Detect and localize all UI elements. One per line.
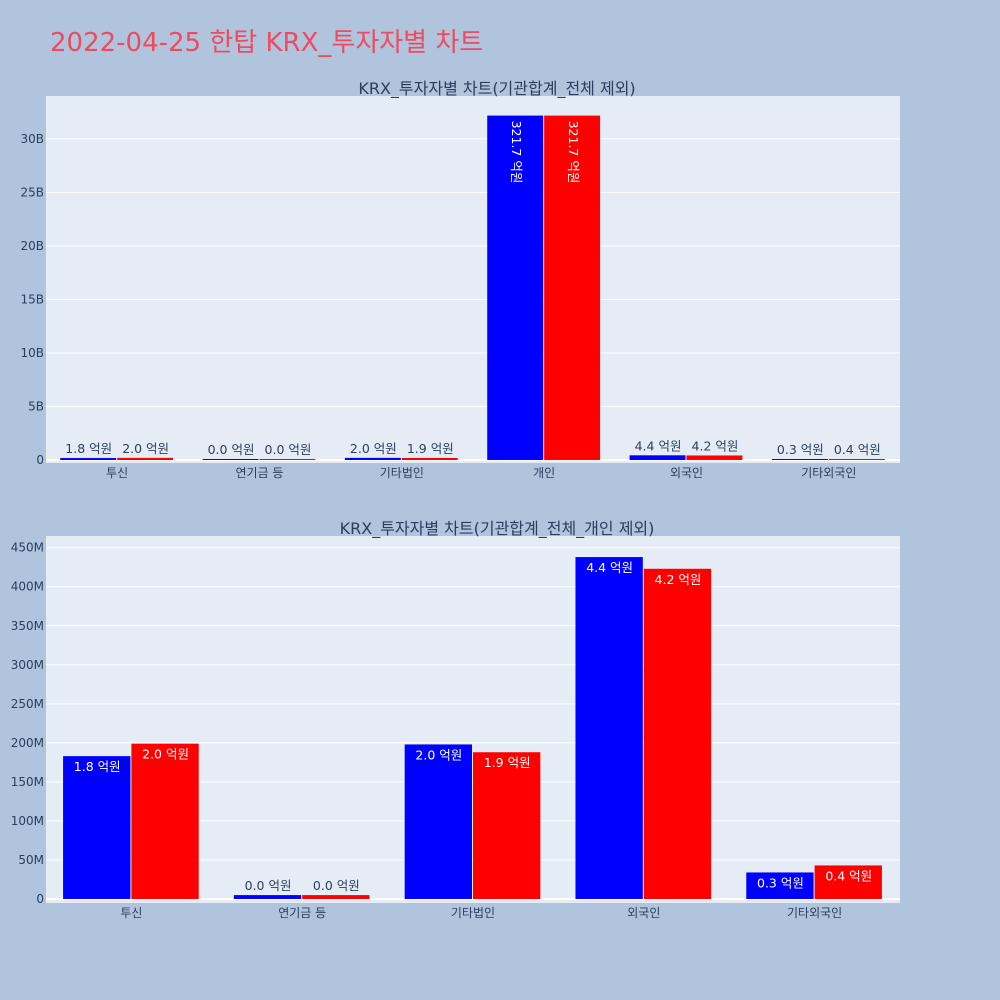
data-label: 0.0 억원 [245,878,292,893]
data-label: 1.9 억원 [407,441,454,456]
y-tick-label: 300M [11,658,44,672]
data-label: 321.7 억원 [566,121,581,184]
y-tick-label: 20B [20,239,44,253]
y-tick-label: 200M [11,736,44,750]
chart-title: KRX_투자자별 차트(기관합계_전체 제외) [358,79,635,99]
data-label: 2.0 억원 [122,441,169,456]
bar [487,115,544,460]
y-tick-label: 150M [11,775,44,789]
data-label: 4.4 억원 [586,560,633,575]
data-label: 0.4 억원 [834,442,881,457]
data-label: 4.2 억원 [692,438,739,453]
data-label: 2.0 억원 [415,747,462,762]
data-label: 0.3 억원 [777,442,824,457]
bar [302,895,370,899]
bar [473,752,541,899]
y-tick-label: 0 [36,453,44,467]
bar [814,865,882,899]
y-tick-label: 15B [20,292,44,306]
x-tick-label: 기타외국인 [801,466,856,480]
x-tick-label: 외국인 [627,906,660,920]
y-tick-label: 25B [20,185,44,199]
bar [401,457,458,460]
y-tick-label: 30B [20,132,44,146]
bar [63,756,131,899]
x-tick-label: 기타외국인 [787,906,842,920]
bar [60,458,117,460]
x-tick-label: 투신 [120,906,142,920]
bar [643,568,712,899]
x-tick-label: 기타법인 [451,906,495,920]
data-label: 0.0 억원 [265,442,312,457]
x-tick-label: 개인 [533,466,555,480]
bar [686,455,743,460]
data-label: 1.8 억원 [65,441,112,456]
x-tick-label: 연기금 등 [236,466,284,480]
x-tick-label: 기타법인 [380,466,424,480]
y-tick-label: 10B [20,346,44,360]
bar [746,872,814,899]
bar [131,743,199,899]
y-tick-label: 350M [11,619,44,633]
bar [404,744,472,899]
bar [629,455,686,460]
page-title: 2022-04-25 한탑 KRX_투자자별 차트 [50,28,484,58]
y-tick-label: 0 [36,892,44,906]
data-label: 4.2 억원 [655,572,702,587]
plot-area [46,96,900,463]
y-tick-label: 400M [11,580,44,594]
data-label: 321.7 억원 [509,121,524,184]
data-label: 4.4 억원 [635,438,682,453]
y-tick-label: 250M [11,697,44,711]
bar [117,457,174,460]
chart-2: 0 50M 100M 150M 200M 250M 300M 350M 400M 450M KRX_… [11,519,900,920]
y-tick-label: 100M [11,814,44,828]
x-tick-label: 투신 [106,466,128,480]
data-label: 1.8 억원 [74,759,121,774]
data-label: 0.4 억원 [825,868,872,883]
data-label: 0.0 억원 [313,878,360,893]
bar [344,457,401,460]
y-tick-label: 50M [18,853,44,867]
data-label: 0.3 억원 [757,875,804,890]
chart-1: 0 5B 10B 15B 20B 25B 30B KRX_투자자별 차트(기관합계_전체 제외… [20,79,900,480]
data-label: 0.0 억원 [208,442,255,457]
y-tick-label: 450M [11,541,44,555]
chart-title: KRX_투자자별 차트(기관합계_전체_개인 제외) [340,519,655,539]
bar [575,557,643,899]
bar [771,459,828,460]
bar [233,895,302,899]
data-label: 1.9 억원 [484,755,531,770]
x-tick-label: 연기금 등 [278,906,326,920]
data-label: 2.0 억원 [142,747,189,762]
bar [202,459,259,460]
x-tick-label: 외국인 [670,466,703,480]
bar [828,459,885,460]
y-tick-label: 5B [28,399,44,413]
bar [544,115,601,460]
bar [259,459,316,460]
data-label: 2.0 억원 [350,441,397,456]
